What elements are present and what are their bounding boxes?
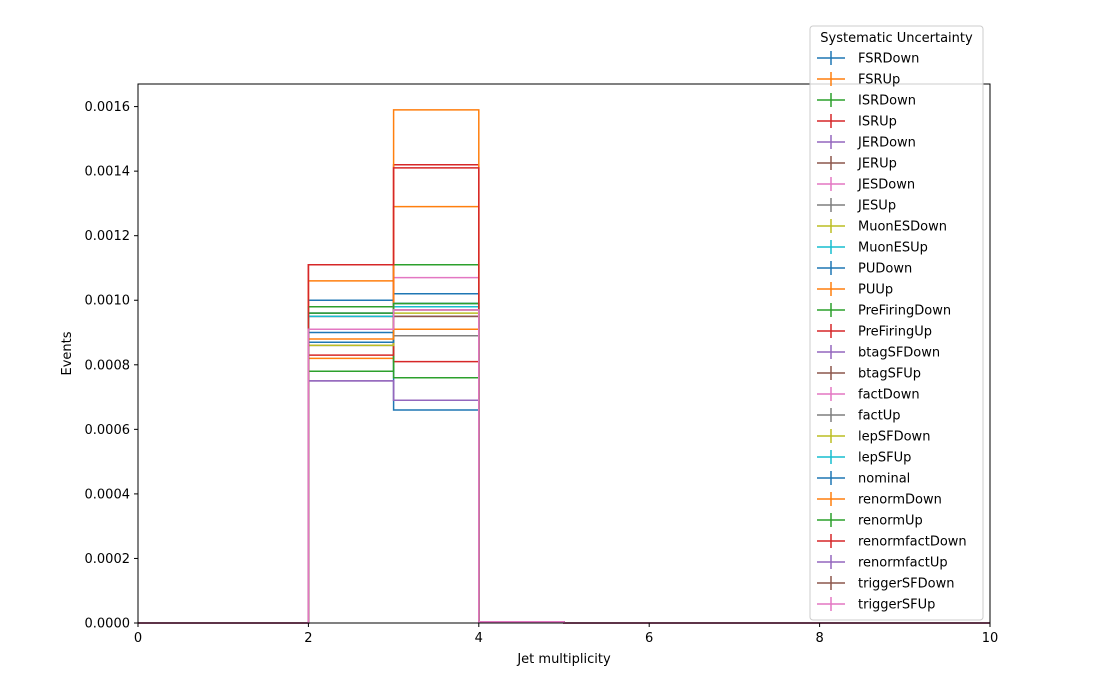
legend-label: ISRUp	[858, 115, 897, 130]
legend-item-renormDown: renormDown	[817, 492, 942, 508]
legend-label: ISRDown	[858, 94, 916, 109]
legend-label: MuonESUp	[858, 241, 928, 256]
legend-item-PreFiringUp: PreFiringUp	[817, 324, 932, 340]
x-tick-label: 6	[645, 631, 653, 646]
legend-item-PreFiringDown: PreFiringDown	[817, 303, 951, 319]
y-axis-label: Events	[60, 331, 75, 375]
legend-label: JESUp	[857, 199, 896, 214]
legend-item-MuonESDown: MuonESDown	[817, 219, 947, 235]
legend-label: JERUp	[857, 157, 897, 172]
legend-item-lepSFUp: lepSFUp	[817, 450, 911, 466]
legend-item-factUp: factUp	[817, 408, 901, 424]
legend-title: Systematic Uncertainty	[820, 31, 973, 46]
legend-label: MuonESDown	[858, 220, 947, 235]
legend-item-renormfactDown: renormfactDown	[817, 534, 967, 550]
legend-items: FSRDown FSRUp ISRDown ISRUp JERDown JERUp JESD…	[817, 51, 967, 613]
x-tick-label: 0	[134, 631, 142, 646]
legend-item-renormfactUp: renormfactUp	[817, 555, 948, 571]
legend-item-JERDown: JERDown	[817, 135, 916, 151]
x-tick-label: 10	[982, 631, 999, 646]
y-tick-label: 0.0006	[85, 423, 131, 438]
legend-label: renormDown	[858, 493, 942, 508]
legend-item-btagSFUp: btagSFUp	[817, 366, 921, 382]
y-tick-label: 0.0014	[85, 165, 131, 180]
legend: Systematic Uncertainty FSRDown FSRUp ISRDo…	[809, 25, 984, 621]
legend-item-nominal: nominal	[817, 471, 910, 487]
legend-label: factDown	[858, 388, 920, 403]
y-tick-label: 0.0012	[85, 229, 131, 244]
y-tick-label: 0.0008	[85, 358, 131, 373]
legend-item-lepSFDown: lepSFDown	[817, 429, 930, 445]
legend-label: JESDown	[857, 178, 915, 193]
legend-label: FSRUp	[858, 73, 900, 88]
legend-item-JESUp: JESUp	[817, 198, 896, 214]
legend-item-triggerSFUp: triggerSFUp	[817, 597, 935, 613]
y-tick-label: 0.0016	[85, 100, 131, 115]
legend-item-FSRUp: FSRUp	[817, 72, 900, 88]
legend-label: PreFiringUp	[858, 325, 932, 340]
legend-item-ISRUp: ISRUp	[817, 114, 897, 130]
legend-label: btagSFUp	[858, 367, 921, 382]
legend-label: renormUp	[858, 514, 923, 529]
legend-label: lepSFDown	[858, 430, 930, 445]
legend-label: FSRDown	[858, 52, 919, 67]
y-tick-label: 0.0002	[85, 552, 131, 567]
legend-label: factUp	[858, 409, 901, 424]
legend-label: triggerSFDown	[858, 577, 954, 592]
legend-item-triggerSFDown: triggerSFDown	[817, 576, 954, 592]
x-axis-label: Jet multiplicity	[516, 652, 611, 667]
legend-box	[809, 25, 984, 621]
legend-label: PUUp	[858, 283, 893, 298]
x-tick-label: 4	[475, 631, 483, 646]
legend-item-ISRDown: ISRDown	[817, 93, 916, 109]
legend-label: nominal	[858, 472, 910, 487]
legend-label: JERDown	[857, 136, 916, 151]
legend-label: renormfactDown	[858, 535, 967, 550]
legend-label: btagSFDown	[858, 346, 940, 361]
legend-label: PreFiringDown	[858, 304, 951, 319]
y-tick-label: 0.0010	[85, 294, 131, 309]
legend-item-PUDown: PUDown	[817, 261, 912, 277]
legend-label: triggerSFUp	[858, 598, 935, 613]
legend-label: PUDown	[858, 262, 912, 277]
legend-label: lepSFUp	[858, 451, 911, 466]
legend-label: renormfactUp	[858, 556, 948, 571]
x-axis-ticks: 0 2 4 6 8 10	[134, 623, 998, 646]
y-axis-ticks: 0.0000 0.0002 0.0004 0.0006 0.0008 0.0010 0.00…	[85, 100, 138, 632]
legend-item-JERUp: JERUp	[817, 156, 897, 172]
legend-item-factDown: factDown	[817, 387, 920, 403]
y-tick-label: 0.0004	[85, 487, 131, 502]
legend-item-renormUp: renormUp	[817, 513, 923, 529]
legend-item-JESDown: JESDown	[817, 177, 915, 193]
x-tick-label: 8	[815, 631, 823, 646]
x-tick-label: 2	[304, 631, 312, 646]
legend-item-btagSFDown: btagSFDown	[817, 345, 940, 361]
legend-item-FSRDown: FSRDown	[817, 51, 919, 67]
y-tick-label: 0.0000	[85, 617, 131, 632]
legend-item-PUUp: PUUp	[817, 282, 893, 298]
legend-item-MuonESUp: MuonESUp	[817, 240, 928, 256]
axes-frame	[137, 83, 991, 624]
